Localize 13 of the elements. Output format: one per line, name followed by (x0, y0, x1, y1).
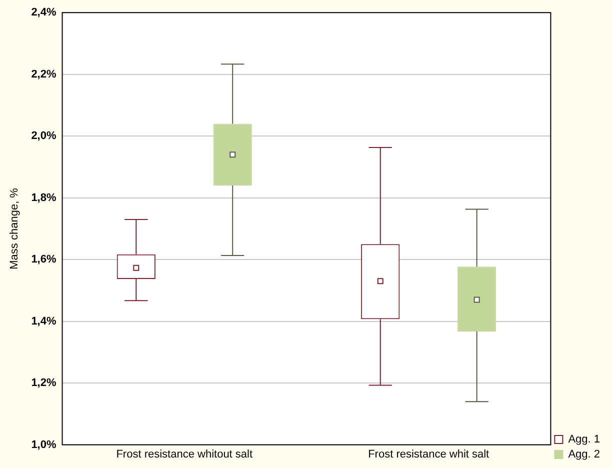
y-axis-title: Mass change, % (8, 188, 21, 270)
legend-label: Agg. 2 (568, 448, 600, 461)
x-tick-label: Frost resistance whit salt (368, 448, 490, 460)
y-tick-label: 1,0% (31, 438, 56, 451)
x-tick-label: Frost resistance whitout salt (116, 448, 253, 460)
y-tick-label: 1,6% (31, 254, 56, 266)
legend-label: Agg. 1 (568, 434, 600, 446)
y-tick-label: 2,0% (31, 130, 56, 142)
y-tick-label: 1,8% (31, 192, 56, 204)
y-tick-label: 2,2% (31, 68, 56, 80)
y-tick-label: 1,4% (31, 315, 56, 328)
y-tick-label: 1,2% (31, 377, 56, 390)
y-tick-label: 2,4% (31, 6, 56, 19)
